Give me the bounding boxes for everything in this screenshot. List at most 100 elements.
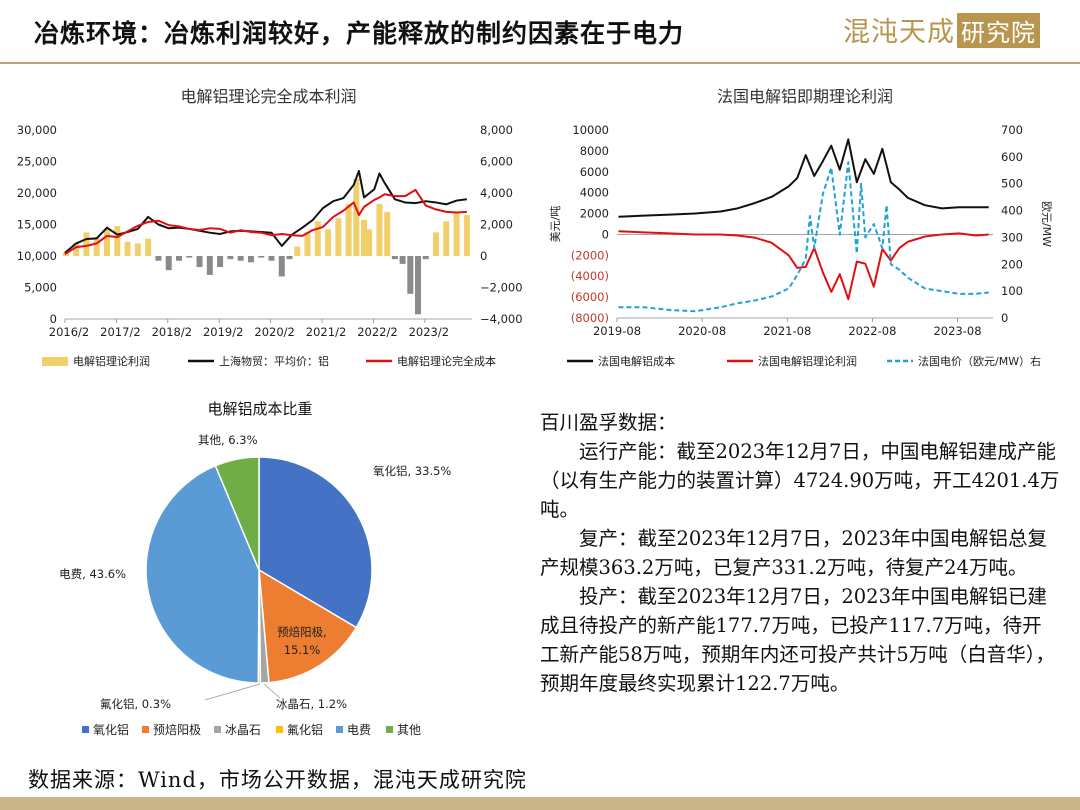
legend-swatch [82,726,89,733]
series-line-2 [618,161,989,313]
page-title: 冶炼环境：冶炼利润较好，产能释放的制约因素在于电力 [34,19,685,48]
x-tick-label: 2016/2 [49,325,89,339]
y-left-tick-label: 4000 [580,186,609,200]
profit-bar [114,226,121,256]
profit-bar [335,218,342,256]
footer-bar [0,797,1080,810]
chart-title: 电解铝理论完全成本利润 [180,87,356,106]
profit-bar [145,238,152,256]
y-right-tick-label: 8,000 [480,123,513,137]
y-right-tick-label: 700 [1001,123,1023,137]
y-left-axis-title: 美元/吨 [549,206,562,243]
profit-bar [196,256,203,268]
profit-bar [345,204,352,256]
profit-bar [217,256,224,268]
y-left-tick-label: 25,000 [17,155,57,169]
logo-box: 研究院 [957,13,1040,48]
profit-bar [443,221,450,256]
x-tick-label: 2023-08 [933,324,981,338]
legend-label: 电解铝理论完全成本 [397,354,496,368]
legend-swatch [336,726,343,733]
logo-text: 混沌天成 [843,17,955,48]
legend-label: 预焙阳极 [153,722,201,737]
brand-logo: 混沌天成 研究院 [843,10,1040,49]
profit-bar [407,256,414,294]
data-notes: 百川盈孚数据： 运行产能：截至2023年12月7日，中国电解铝建成产能（以有生产… [540,408,1060,698]
x-tick-label: 2017/2 [100,325,140,339]
profit-bar [186,256,193,258]
profit-bar [278,256,285,277]
profit-bar [165,256,172,271]
profit-bar [325,229,332,256]
profit-bar [134,243,141,256]
notes-heading: 百川盈孚数据： [540,411,677,434]
profit-chart: 电解铝理论完全成本利润 0 5,000 10,000 15,000 20,000 25,00… [17,87,523,368]
y-left-tick-label: 5,000 [24,281,57,295]
x-tick-label: 2022-08 [848,324,896,338]
profit-bar [453,211,460,256]
profit-bar [286,256,293,260]
pie-data-label: 其他, 6.3% [198,433,258,447]
pie-data-label: 氧化铝, 33.5% [373,464,451,478]
x-tick-label: 2018/2 [152,325,192,339]
profit-bar [314,221,321,256]
y-right-tick-label: 0 [1001,311,1008,325]
profit-bar [247,256,254,263]
y-left-tick-label: 0 [50,312,57,326]
x-tick-label: 2020-08 [678,324,726,338]
x-tick-label: 2020/2 [254,325,294,339]
legend-label: 氧化铝 [93,722,129,737]
y-right-tick-label: −4,000 [480,312,523,326]
leader-line [263,683,281,699]
profit-bar [463,215,470,256]
legend-label: 上海物贸：平均价：铝 [219,354,329,368]
profit-bar [268,256,275,261]
notes-paragraph-capacity: 运行产能：截至2023年12月7日，中国电解铝建成产能（以有生产能力的装置计算）… [540,440,1060,521]
legend-label: 其他 [397,723,421,737]
y-left-tick-label: 8000 [580,144,609,158]
legend-label: 法国电价（欧元/MW）右 [918,354,1041,368]
pie-data-label: 氟化铝, 0.3% [100,697,171,711]
profit-bar [422,256,429,260]
x-tick-label: 2021-08 [763,324,811,338]
legend-label: 法国电解铝理论利润 [758,354,857,368]
data-source: 数据来源：Wind，市场公开数据，混沌天成研究院 [28,768,527,792]
y-left-tick-label: 2000 [580,207,609,221]
series-line-0 [618,138,989,218]
profit-bar [73,243,80,256]
pie-slice-氧化铝 [258,456,373,629]
legend-label: 法国电解铝成本 [598,354,675,368]
y-right-tick-label: 200 [1001,257,1023,271]
profit-bar [384,211,391,256]
profit-bar [104,229,111,256]
y-right-tick-label: 6,000 [480,155,513,169]
pie-slice-其他 [214,456,260,571]
y-left-tick-label: 20,000 [17,186,57,200]
profit-bar [361,219,368,256]
chart-title: 法国电解铝即期理论利润 [717,87,893,106]
legend-swatch [42,357,68,366]
y-left-tick-label: 10,000 [17,249,57,263]
y-right-tick-label: 300 [1001,230,1023,244]
profit-bar [83,232,90,256]
x-tick-label: 2019/2 [203,325,243,339]
y-right-axis-title: 欧元/MW [1040,201,1053,247]
legend-label: 氟化铝 [287,722,323,737]
header-divider [0,62,1080,64]
x-tick-label: 2019-08 [593,324,641,338]
series-line-1 [618,230,989,301]
profit-bar [399,256,406,264]
legend-label: 冰晶石 [225,723,261,737]
france-profit-chart: 法国电解铝即期理论利润(8000)(6000)(4000)(2000)02000… [549,87,1053,368]
y-left-tick-label: 30,000 [17,123,57,137]
profit-bar [433,232,440,256]
legend-swatch [214,726,221,733]
profit-bar [391,256,398,260]
legend-label: 电费 [347,723,371,737]
notes-paragraph-new-capacity: 投产：截至2023年12月7日，2023年中国电解铝已建成且待投产的新产能177… [540,585,1055,695]
profit-bar [294,246,301,256]
y-right-tick-label: 4,000 [480,186,513,200]
series-line-2 [64,188,467,255]
profit-bar [366,229,373,256]
